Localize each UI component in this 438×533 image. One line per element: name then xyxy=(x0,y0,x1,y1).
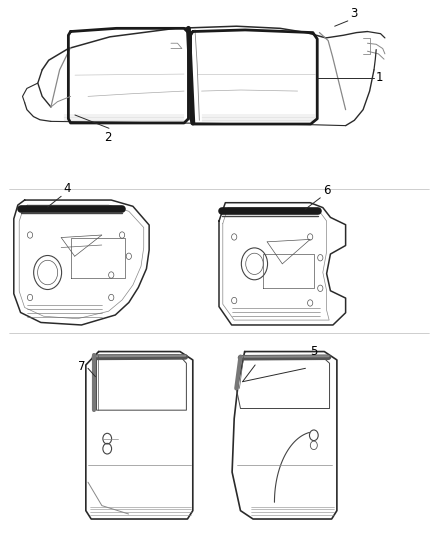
Text: 6: 6 xyxy=(323,183,330,197)
Text: 2: 2 xyxy=(104,131,111,144)
Text: 4: 4 xyxy=(64,182,71,195)
Text: 1: 1 xyxy=(375,71,383,84)
Text: 7: 7 xyxy=(78,360,86,373)
Text: 5: 5 xyxy=(310,345,318,358)
Text: 3: 3 xyxy=(350,7,357,20)
